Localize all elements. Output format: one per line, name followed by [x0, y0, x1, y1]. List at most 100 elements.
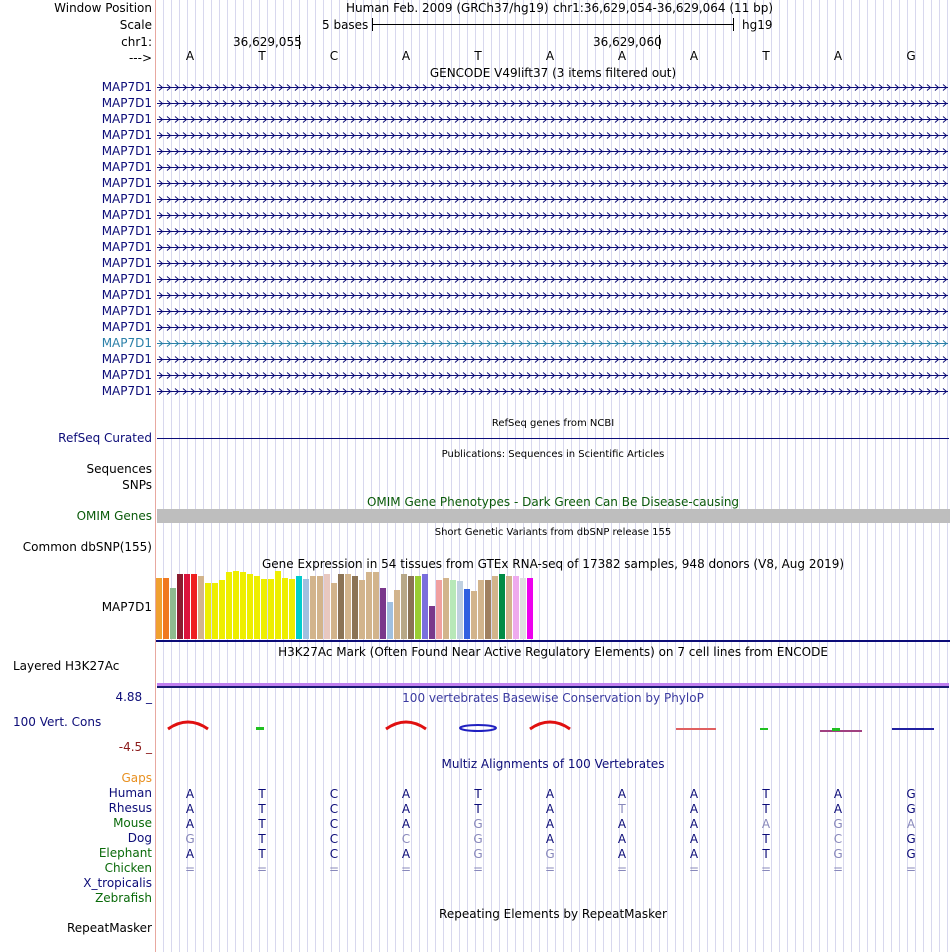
gencode-item-label[interactable]: MAP7D1	[101, 192, 152, 206]
multiz-species-label[interactable]: Dog	[127, 831, 152, 845]
multiz-species-label[interactable]: Elephant	[98, 846, 152, 860]
gtex-tissue-bar[interactable]	[296, 576, 302, 639]
gencode-item-label[interactable]: MAP7D1	[101, 288, 152, 302]
gtex-tissue-bar[interactable]	[366, 572, 372, 639]
gtex-tissue-bar[interactable]	[352, 576, 358, 639]
multiz-species-label[interactable]: Rhesus	[108, 801, 152, 815]
gencode-transcript-line[interactable]	[157, 83, 948, 92]
gtex-tissue-bar[interactable]	[233, 571, 239, 639]
gencode-item-label[interactable]: MAP7D1	[101, 112, 152, 126]
gtex-tissue-bar[interactable]	[422, 574, 428, 639]
gencode-transcript-line[interactable]	[157, 339, 948, 348]
multiz-species-label[interactable]: Human	[108, 786, 152, 800]
gtex-tissue-bar[interactable]	[282, 578, 288, 639]
gencode-transcript-line[interactable]	[157, 131, 948, 140]
gtex-tissue-bar[interactable]	[527, 578, 533, 639]
gencode-item-label[interactable]: MAP7D1	[101, 80, 152, 94]
gencode-item-label[interactable]: MAP7D1	[101, 176, 152, 190]
omim-gene-bar[interactable]	[157, 509, 950, 523]
gencode-item-label[interactable]: MAP7D1	[101, 160, 152, 174]
phylop-track-title[interactable]: 100 vertebrates Basewise Conservation by…	[402, 691, 704, 705]
gtex-tissue-bar[interactable]	[184, 574, 190, 639]
gtex-tissue-bar[interactable]	[478, 580, 484, 639]
gencode-transcript-line[interactable]	[157, 195, 948, 204]
gtex-tissue-bar[interactable]	[394, 590, 400, 639]
track-label-h3k27ac[interactable]: Layered H3K27Ac	[13, 659, 120, 673]
gtex-tissue-bar[interactable]	[303, 579, 309, 639]
gtex-tissue-bar[interactable]	[254, 576, 260, 639]
gencode-transcript-line[interactable]	[157, 211, 948, 220]
gtex-tissue-bar[interactable]	[198, 576, 204, 639]
gtex-tissue-bar[interactable]	[177, 574, 183, 639]
gencode-transcript-line[interactable]	[157, 291, 948, 300]
gtex-tissue-bar[interactable]	[485, 580, 491, 639]
gtex-tissue-bar[interactable]	[380, 588, 386, 639]
gtex-tissue-bar[interactable]	[436, 580, 442, 639]
multiz-species-label[interactable]: X_tropicalis	[83, 876, 152, 890]
gtex-track-title[interactable]: Gene Expression in 54 tissues from GTEx …	[261, 557, 845, 571]
gtex-tissue-bar[interactable]	[415, 576, 421, 639]
position-text[interactable]: chr1:36,629,054-36,629,064 (11 bp)	[553, 1, 774, 15]
gencode-item-label[interactable]: MAP7D1	[101, 304, 152, 318]
track-label-refseq[interactable]: RefSeq Curated	[58, 431, 152, 445]
gencode-item-label[interactable]: MAP7D1	[101, 272, 152, 286]
gtex-tissue-bar[interactable]	[520, 578, 526, 639]
gtex-tissue-bar[interactable]	[219, 580, 225, 639]
multiz-species-label[interactable]: Chicken	[104, 861, 152, 875]
publications-track-title[interactable]: Publications: Sequences in Scientific Ar…	[441, 449, 665, 460]
omim-track-title[interactable]: OMIM Gene Phenotypes - Dark Green Can Be…	[366, 495, 740, 509]
gtex-tissue-bar[interactable]	[373, 572, 379, 639]
gtex-tissue-bar[interactable]	[317, 576, 323, 639]
gencode-transcript-line[interactable]	[157, 99, 948, 108]
gencode-item-label[interactable]: MAP7D1	[101, 144, 152, 158]
gencode-item-label[interactable]: MAP7D1	[101, 384, 152, 398]
refseq-gene-line[interactable]	[157, 438, 949, 439]
gtex-tissue-bar[interactable]	[275, 571, 281, 639]
gencode-transcript-line[interactable]	[157, 275, 948, 284]
gtex-tissue-bar[interactable]	[191, 574, 197, 639]
gtex-tissue-bar[interactable]	[163, 578, 169, 639]
track-label-omim[interactable]: OMIM Genes	[76, 509, 152, 523]
gtex-tissue-bar[interactable]	[499, 574, 505, 639]
track-label-dbsnp[interactable]: Common dbSNP(155)	[22, 540, 152, 554]
gtex-tissue-bar[interactable]	[310, 576, 316, 639]
repeatmasker-track-title[interactable]: Repeating Elements by RepeatMasker	[439, 907, 667, 921]
gtex-tissue-bar[interactable]	[289, 579, 295, 639]
gencode-transcript-line[interactable]	[157, 115, 948, 124]
multiz-species-label[interactable]: Gaps	[121, 771, 152, 785]
gencode-item-label[interactable]: MAP7D1	[101, 96, 152, 110]
gencode-track-title[interactable]: GENCODE V49lift37 (3 items filtered out)	[429, 66, 677, 80]
gtex-tissue-bar[interactable]	[261, 579, 267, 639]
gencode-transcript-line[interactable]	[157, 243, 948, 252]
gtex-tissue-bar[interactable]	[513, 576, 519, 639]
multiz-track-title[interactable]: Multiz Alignments of 100 Vertebrates	[441, 757, 665, 771]
gtex-tissue-bar[interactable]	[156, 578, 162, 639]
gtex-tissue-bar[interactable]	[359, 580, 365, 639]
track-label-snps[interactable]: SNPs	[122, 478, 152, 492]
gencode-transcript-line[interactable]	[157, 147, 948, 156]
gtex-tissue-bar[interactable]	[268, 579, 274, 639]
gencode-item-label[interactable]: MAP7D1	[101, 320, 152, 334]
gtex-tissue-bar[interactable]	[240, 572, 246, 639]
gtex-tissue-bar[interactable]	[401, 574, 407, 639]
gencode-item-label[interactable]: MAP7D1	[101, 336, 152, 350]
gtex-tissue-bar[interactable]	[331, 583, 337, 639]
refseq-track-title[interactable]: RefSeq genes from NCBI	[491, 418, 615, 429]
gtex-tissue-bar[interactable]	[408, 576, 414, 639]
multiz-species-label[interactable]: Mouse	[113, 816, 152, 830]
gtex-tissue-bar[interactable]	[429, 606, 435, 639]
gtex-tissue-bar[interactable]	[450, 580, 456, 639]
gtex-tissue-bar[interactable]	[170, 588, 176, 639]
gencode-item-label[interactable]: MAP7D1	[101, 224, 152, 238]
gtex-tissue-bar[interactable]	[471, 591, 477, 639]
gencode-item-label[interactable]: MAP7D1	[101, 256, 152, 270]
gencode-transcript-line[interactable]	[157, 387, 948, 396]
gencode-transcript-line[interactable]	[157, 355, 948, 364]
gtex-tissue-bar[interactable]	[338, 574, 344, 639]
gencode-item-label[interactable]: MAP7D1	[101, 352, 152, 366]
gtex-tissue-bar[interactable]	[492, 576, 498, 639]
gencode-item-label[interactable]: MAP7D1	[101, 208, 152, 222]
gtex-tissue-bar[interactable]	[212, 583, 218, 639]
gtex-tissue-bar[interactable]	[205, 583, 211, 639]
gtex-tissue-bar[interactable]	[506, 576, 512, 639]
